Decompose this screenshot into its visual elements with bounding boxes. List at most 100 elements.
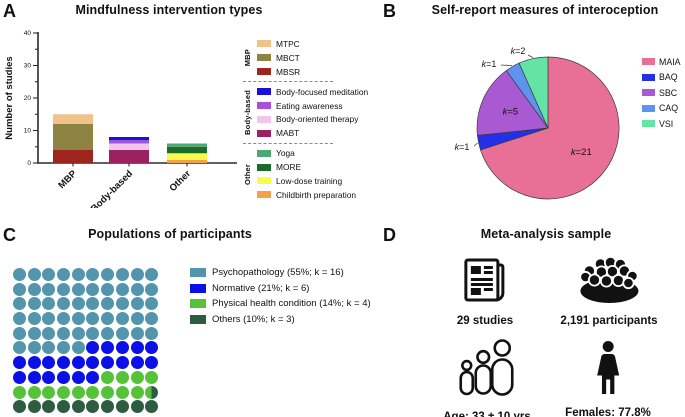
panel-a-title: Mindfulness intervention types <box>75 3 263 17</box>
stat-studies-label: 29 studies <box>456 315 514 327</box>
legend-item-label: SBC <box>659 87 678 98</box>
legend-swatch <box>190 283 206 293</box>
panel-c-letter: C <box>3 225 16 245</box>
legend-swatch <box>257 163 271 171</box>
waffle-dot <box>27 385 41 399</box>
bar-segment: MORE: 2 <box>167 146 207 154</box>
panel-c-title: Populations of participants <box>88 227 252 241</box>
y-tick-label: 40 <box>24 30 32 37</box>
stat-age: Age: 33 ± 10 yrs <box>443 338 531 417</box>
legend-item-label: VSI <box>659 118 674 129</box>
bar-segment: Yoga: 1 <box>167 143 207 147</box>
y-tick-label: 20 <box>24 95 32 102</box>
pie-slice: MAIA: k=21 <box>480 56 620 200</box>
legend-item: Childbirth preparation <box>257 188 356 202</box>
legend-swatch <box>257 54 271 62</box>
waffle-dot <box>57 341 71 355</box>
waffle-dot <box>27 282 41 296</box>
x-tick-label: Other <box>167 168 193 194</box>
legend-item-label: MAIA <box>659 56 681 67</box>
legend-group-items: Yoga MORE Low-dose training Childbirth prep… <box>257 146 356 202</box>
legend-item-label: Eating awareness <box>276 100 343 111</box>
waffle-dot <box>13 312 26 326</box>
legend-swatch <box>257 102 271 109</box>
waffle-dot <box>57 400 71 414</box>
panel-d-letter: D <box>383 225 396 245</box>
waffle-dot <box>42 268 56 281</box>
waffle-dot <box>115 326 129 340</box>
waffle-dot <box>130 268 144 281</box>
waffle-dot <box>71 370 85 384</box>
waffle-dot <box>145 356 159 370</box>
legend-group-divider <box>243 142 333 144</box>
legend-item-label: Childbirth preparation <box>276 189 357 200</box>
waffle-dot <box>101 356 115 370</box>
stat-studies: 29 studies <box>457 256 513 327</box>
pie-slice-label: k=21 <box>571 147 592 158</box>
legend-item: MTPC <box>257 37 300 51</box>
legend-item-label: MORE <box>276 162 302 173</box>
legend-group-items: MTPC MBCT MBSR <box>257 37 300 79</box>
legend-swatch <box>257 191 271 199</box>
waffle-dot <box>86 400 100 414</box>
legend-group-items: Body-focused meditation Eating awareness B… <box>257 85 368 141</box>
pie-legend: MAIA BAQ SBC CAQ VSI <box>642 54 681 132</box>
legend-group-label: MBP <box>243 49 252 67</box>
legend-item: Body-focused meditation <box>257 85 368 99</box>
waffle-dot <box>27 326 41 340</box>
waffle-dot <box>57 297 71 311</box>
waffle-dot <box>42 297 56 311</box>
waffle-dot <box>42 282 56 296</box>
pie-slice: SBC: k=5 <box>476 70 549 136</box>
waffle-dot <box>27 268 41 281</box>
pie-slice: VSI: k=2 <box>518 56 549 129</box>
legend-group: Body-based Body-focused meditation Eating … <box>243 85 368 141</box>
waffle-dot <box>13 297 26 311</box>
waffle-dot <box>13 268 26 281</box>
legend-item: MBCT <box>257 51 300 65</box>
waffle-dot <box>101 341 115 355</box>
legend-item: CAQ <box>642 101 681 117</box>
legend-item-label: Psychopathology (55%; k = 16) <box>212 267 344 279</box>
y-tick-label: 10 <box>24 128 32 135</box>
waffle-dot <box>86 326 100 340</box>
waffle-dot <box>145 268 159 281</box>
waffle-dot <box>71 312 85 326</box>
waffle-grid <box>13 268 159 414</box>
waffle-dot <box>27 297 41 311</box>
panel-a-letter: A <box>3 1 16 21</box>
waffle-dot <box>115 370 129 384</box>
legend-group-divider <box>243 81 333 83</box>
waffle-dot <box>57 312 71 326</box>
waffle-dot <box>27 400 41 414</box>
waffle-dot <box>71 268 85 281</box>
legend-swatch <box>190 299 206 309</box>
waffle-dot <box>130 356 144 370</box>
waffle-dot <box>130 370 144 384</box>
waffle-dot <box>57 356 71 370</box>
bar-segment: MBCT: 8 <box>53 124 93 150</box>
newspaper-icon <box>464 258 505 302</box>
waffle-dot <box>86 370 100 384</box>
waffle-dot <box>27 341 41 355</box>
legend-item-label: Others (10%; k = 3) <box>212 314 295 326</box>
pie-chart: MAIA: k=21BAQ: k=1SBC: k=5CAQ: k=1VSI: k… <box>455 46 620 200</box>
waffle-dot <box>145 341 159 355</box>
waffle-dot <box>115 297 129 311</box>
waffle-dot <box>101 400 115 414</box>
waffle-dot <box>13 400 26 414</box>
bar-segment: Body-focused meditation: 1 <box>109 137 149 141</box>
panel-b-letter: B <box>383 1 396 21</box>
stat-participants: 2,191 participants <box>560 256 658 327</box>
legend-swatch <box>257 149 271 157</box>
waffle-dot <box>86 341 100 355</box>
waffle-dot <box>71 282 85 296</box>
legend-item: VSI <box>642 116 681 132</box>
bar-segment: Low-dose training: 2 <box>167 153 207 160</box>
legend-swatch <box>190 268 206 278</box>
legend-item: Normative (21%; k = 6) <box>190 281 371 297</box>
x-tick-label: MBP <box>56 168 79 191</box>
waffle-dot <box>101 282 115 296</box>
waffle-dot <box>130 282 144 296</box>
pie-slice-label: k=2 <box>511 46 526 56</box>
